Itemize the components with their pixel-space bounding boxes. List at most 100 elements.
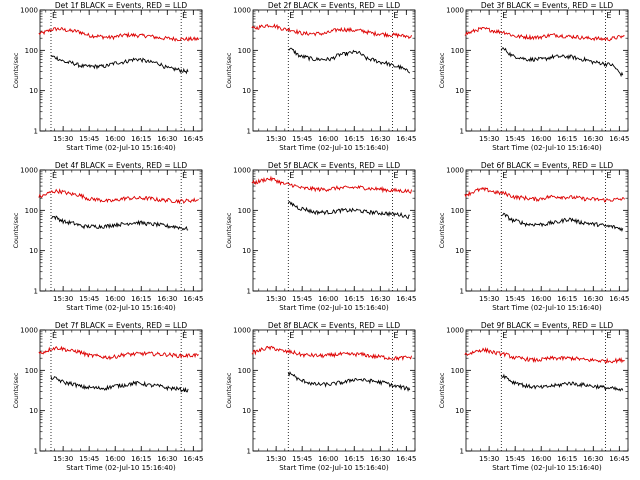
y-tick-label: 10 — [29, 87, 38, 95]
series-events-line — [500, 373, 624, 392]
x-tick-label: 16:30 — [370, 135, 390, 143]
y-tick-label: 100 — [25, 207, 38, 215]
x-tick-label: 16:15 — [344, 135, 364, 143]
panel-title: Det 8f BLACK = Events, RED = LLD — [268, 321, 401, 330]
event-marker-label: E — [52, 171, 57, 180]
y-axis-label: Counts/sec — [438, 372, 446, 408]
y-tick-label: 1000 — [446, 167, 464, 175]
x-tick-label: 16:00 — [105, 295, 125, 303]
y-tick-label: 100 — [25, 367, 38, 375]
event-marker-label: E — [289, 331, 294, 340]
y-tick-label: 1 — [460, 288, 464, 296]
x-tick-label: 15:30 — [266, 455, 286, 463]
y-tick-label: 10 — [29, 407, 38, 415]
x-axis-label: Start Time (02-Jul-10 15:16:40) — [279, 464, 389, 472]
x-tick-label: 16:45 — [396, 135, 416, 143]
x-tick-label: 16:30 — [583, 295, 603, 303]
event-marker-label: E — [606, 331, 611, 340]
y-tick-label: 1 — [247, 288, 251, 296]
x-tick-label: 15:30 — [53, 455, 73, 463]
event-marker-label: E — [606, 171, 611, 180]
y-tick-label: 100 — [451, 47, 464, 55]
x-tick-label: 16:15 — [557, 295, 577, 303]
series-events-line — [287, 200, 410, 220]
x-tick-label: 16:00 — [318, 295, 338, 303]
panel-title: Det 2f BLACK = Events, RED = LLD — [268, 1, 401, 10]
y-tick-label: 1 — [460, 448, 464, 456]
panel-title: Det 6f BLACK = Events, RED = LLD — [481, 161, 614, 170]
x-tick-label: 15:30 — [53, 295, 73, 303]
y-tick-label: 100 — [451, 207, 464, 215]
y-axis-label: Counts/sec — [438, 212, 446, 248]
x-tick-label: 15:45 — [79, 295, 99, 303]
y-tick-label: 10 — [242, 87, 251, 95]
y-tick-label: 10 — [29, 247, 38, 255]
plot-frame — [465, 169, 629, 292]
y-axis-label: Counts/sec — [12, 212, 20, 248]
y-tick-label: 1 — [34, 448, 38, 456]
y-tick-label: 1000 — [233, 327, 251, 335]
x-tick-label: 15:45 — [79, 455, 99, 463]
x-tick-label: 15:45 — [292, 455, 312, 463]
y-tick-label: 1000 — [233, 167, 251, 175]
panel-title: Det 9f BLACK = Events, RED = LLD — [481, 321, 614, 330]
x-axis-label: Start Time (02-Jul-10 15:16:40) — [66, 464, 176, 472]
series-lld-line — [251, 175, 412, 194]
event-marker-label: E — [289, 171, 294, 180]
x-tick-label: 16:00 — [105, 135, 125, 143]
x-tick-label: 16:45 — [183, 135, 203, 143]
series-lld-line — [38, 345, 199, 361]
y-axis-label: Counts/sec — [225, 372, 233, 408]
y-tick-label: 1 — [34, 128, 38, 136]
x-axis-label: Start Time (02-Jul-10 15:16:40) — [492, 464, 602, 472]
panel-title: Det 3f BLACK = Events, RED = LLD — [481, 1, 614, 10]
plot-frame — [465, 329, 629, 452]
x-tick-label: 16:30 — [370, 295, 390, 303]
series-lld-line — [464, 186, 625, 203]
x-tick-label: 16:30 — [583, 455, 603, 463]
series-events-line — [50, 215, 189, 231]
panel-title: Det 5f BLACK = Events, RED = LLD — [268, 161, 401, 170]
y-axis-label: Counts/sec — [12, 372, 20, 408]
x-tick-label: 15:45 — [79, 135, 99, 143]
y-tick-label: 1000 — [20, 327, 38, 335]
series-events-line — [50, 55, 189, 75]
detector-panel-8: Det 8f BLACK = Events, RED = LLD 1 10 100 10… — [225, 321, 416, 472]
y-tick-label: 10 — [455, 247, 464, 255]
series-lld-line — [464, 346, 625, 365]
x-axis-label: Start Time (02-Jul-10 15:16:40) — [66, 144, 176, 152]
y-tick-label: 10 — [242, 407, 251, 415]
x-tick-label: 16:45 — [609, 295, 629, 303]
x-tick-label: 16:45 — [183, 455, 203, 463]
x-tick-label: 15:45 — [505, 455, 525, 463]
y-axis-label: Counts/sec — [225, 52, 233, 88]
plot-frame — [252, 329, 416, 452]
x-axis-label: Start Time (02-Jul-10 15:16:40) — [66, 304, 176, 312]
x-tick-label: 16:15 — [557, 135, 577, 143]
x-tick-label: 16:45 — [609, 455, 629, 463]
x-tick-label: 16:45 — [183, 295, 203, 303]
y-tick-label: 1 — [247, 448, 251, 456]
y-tick-label: 1 — [34, 288, 38, 296]
series-lld-line — [464, 26, 625, 42]
x-tick-label: 16:30 — [370, 455, 390, 463]
y-axis-label: Counts/sec — [225, 212, 233, 248]
panel-title: Det 4f BLACK = Events, RED = LLD — [55, 161, 188, 170]
panel-title: Det 1f BLACK = Events, RED = LLD — [55, 1, 188, 10]
detector-panel-9: Det 9f BLACK = Events, RED = LLD 1 10 100 10… — [438, 321, 629, 472]
event-marker-label: E — [393, 171, 398, 180]
plot-frame — [39, 329, 203, 452]
x-tick-label: 16:00 — [531, 135, 551, 143]
event-marker-label: E — [289, 11, 294, 20]
y-tick-label: 1000 — [20, 167, 38, 175]
x-tick-label: 16:15 — [344, 455, 364, 463]
x-tick-label: 16:15 — [344, 295, 364, 303]
y-tick-label: 1 — [460, 128, 464, 136]
x-tick-label: 16:30 — [583, 135, 603, 143]
x-tick-label: 16:15 — [131, 135, 151, 143]
x-tick-label: 15:30 — [479, 295, 499, 303]
plot-frame — [39, 9, 203, 132]
event-marker-label: E — [606, 11, 611, 20]
x-tick-label: 16:15 — [557, 455, 577, 463]
